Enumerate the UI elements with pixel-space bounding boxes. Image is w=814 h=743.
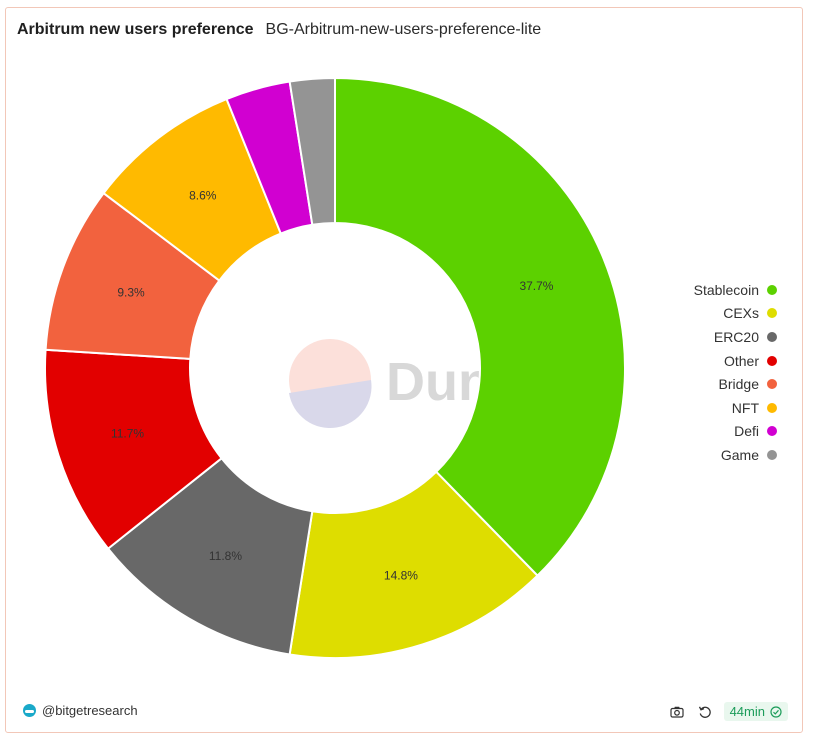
query-name[interactable]: BG-Arbitrum-new-users-preference-lite	[265, 21, 542, 38]
refresh-age-badge: 44min	[723, 702, 788, 721]
chart-legend: Stablecoin CEXs ERC20 Other Bridge NFT Defi Gam…	[694, 280, 777, 465]
refresh-age: 44min	[729, 704, 765, 719]
chart-card: Arbitrum new users preference BG-Arbitru…	[5, 7, 803, 733]
legend-item-cexs[interactable]: CEXs	[723, 304, 777, 324]
legend-item-nft[interactable]: NFT	[732, 398, 777, 418]
slice-label-erc20: 11.8%	[209, 549, 242, 563]
slice-label-bridge: 9.3%	[117, 285, 145, 299]
legend-label: NFT	[731, 399, 759, 416]
slice-stablecoin[interactable]	[334, 76, 626, 578]
legend-swatch	[767, 449, 777, 460]
slice-label-stablecoin: 37.7%	[519, 279, 553, 293]
slice-erc20[interactable]	[106, 456, 314, 656]
legend-label: CEXs	[723, 305, 759, 322]
author-credit[interactable]: @bitgetresearch	[23, 703, 138, 718]
donut-chart: Dune 37.7%14.8%11.8%11.7%9.3%8.6%	[44, 76, 626, 659]
slice-labels: 37.7% 14.8% 11.8% 11.7% 9.3% 8.6%	[111, 188, 554, 582]
legend-swatch	[767, 331, 777, 342]
legend-label: Bridge	[718, 376, 759, 393]
chart-header: Arbitrum new users preference BG-Arbitru…	[17, 21, 541, 39]
check-circle-icon	[770, 705, 782, 718]
slice-label-nft: 8.6%	[189, 188, 217, 202]
legend-item-bridge[interactable]: Bridge	[719, 374, 777, 394]
slice-cexs[interactable]	[288, 470, 539, 659]
refresh-icon[interactable]	[696, 703, 714, 721]
chart-title: Arbitrum new users preference	[17, 21, 254, 38]
legend-swatch	[767, 284, 777, 295]
legend-label: ERC20	[713, 328, 759, 345]
legend-item-erc20[interactable]: ERC20	[714, 327, 777, 347]
legend-swatch	[767, 426, 777, 437]
legend-swatch	[767, 402, 777, 413]
donut-slices	[44, 76, 626, 659]
legend-swatch	[767, 379, 777, 390]
author-avatar-icon	[23, 704, 36, 717]
author-handle[interactable]: @bitgetresearch	[42, 703, 138, 718]
slice-other[interactable]	[44, 348, 223, 551]
slice-label-cexs: 14.8%	[384, 568, 418, 582]
legend-item-other[interactable]: Other	[724, 351, 777, 371]
legend-item-stablecoin[interactable]: Stablecoin	[694, 280, 777, 300]
slice-label-other: 11.7%	[111, 426, 144, 440]
legend-label: Stablecoin	[693, 281, 759, 298]
legend-item-game[interactable]: Game	[721, 445, 777, 465]
legend-swatch	[767, 308, 777, 319]
camera-icon[interactable]	[668, 703, 686, 721]
legend-label: Other	[723, 352, 759, 369]
chart-actions: 44min	[668, 702, 788, 721]
legend-swatch	[767, 355, 777, 366]
legend-item-defi[interactable]: Defi	[734, 422, 777, 442]
legend-label: Game	[720, 446, 759, 463]
watermark-logo-lower	[289, 380, 372, 429]
legend-label: Defi	[734, 423, 759, 440]
slice-game[interactable]	[288, 76, 336, 226]
